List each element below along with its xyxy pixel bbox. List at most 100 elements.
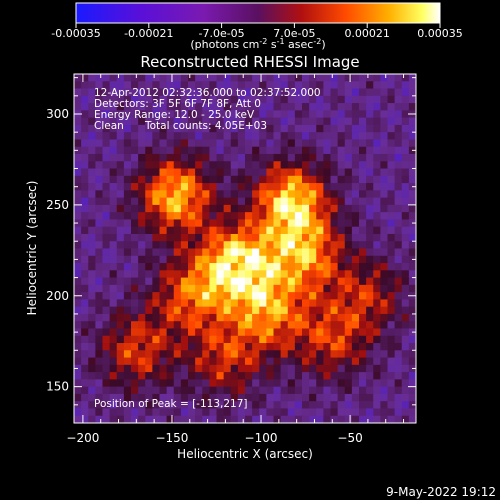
heatmap-cell — [145, 328, 153, 337]
heatmap-cell — [81, 175, 89, 184]
heatmap-cell — [259, 408, 267, 417]
heatmap-cell — [366, 415, 374, 423]
heatmap-cell — [209, 81, 218, 90]
heatmap-cell — [209, 219, 218, 228]
heatmap-cell — [294, 175, 303, 184]
heatmap-cell — [138, 401, 146, 410]
heatmap-cell — [330, 270, 339, 279]
heatmap-cell — [316, 270, 324, 279]
heatmap-cell — [394, 117, 403, 126]
heatmap-cell — [116, 95, 125, 104]
heatmap-cell — [387, 132, 396, 141]
heatmap-cell — [159, 364, 168, 373]
heatmap-cell — [152, 103, 161, 111]
heatmap-cell — [280, 393, 289, 402]
heatmap-cell — [408, 197, 416, 206]
heatmap-cell — [81, 168, 89, 177]
heatmap-cell — [359, 153, 367, 162]
heatmap-cell — [380, 197, 389, 206]
heatmap-cell — [309, 335, 317, 344]
heatmap-cell — [138, 386, 146, 395]
heatmap-cell — [394, 95, 403, 104]
heatmap-cell — [88, 117, 96, 126]
heatmap-cell — [88, 313, 96, 322]
heatmap-cell — [309, 292, 317, 300]
heatmap-cell — [344, 379, 353, 388]
heatmap-cell — [237, 241, 246, 250]
heatmap-cell — [145, 408, 153, 417]
heatmap-cell — [123, 321, 132, 330]
heatmap-cell — [401, 343, 410, 351]
heatmap-cell — [166, 212, 175, 221]
heatmap-cell — [287, 292, 296, 300]
heatmap-cell — [287, 379, 296, 388]
heatmap-cell — [408, 284, 416, 293]
heatmap-cell — [351, 233, 360, 242]
heatmap-cell — [359, 124, 367, 133]
heatmap-cell — [109, 88, 118, 97]
heatmap-cell — [102, 139, 111, 148]
heatmap-cell — [131, 175, 139, 184]
heatmap-cell — [223, 328, 232, 337]
heatmap-cell — [95, 124, 104, 133]
heatmap-cell — [81, 204, 89, 213]
heatmap-cell — [366, 306, 374, 315]
heatmap-cell — [209, 88, 218, 97]
heatmap-cell — [373, 263, 381, 271]
heatmap-cell — [188, 219, 196, 228]
heatmap-cell — [195, 110, 203, 119]
heatmap-cell — [109, 168, 118, 177]
heatmap-cell — [366, 183, 374, 191]
heatmap-cell — [394, 197, 403, 206]
heatmap-cell — [351, 292, 360, 300]
heatmap-cell — [180, 212, 189, 221]
heatmap-cell — [209, 364, 218, 373]
heatmap-cell — [188, 393, 196, 402]
heatmap-cell — [273, 153, 282, 162]
heatmap-cell — [138, 364, 146, 373]
heatmap-cell — [223, 386, 232, 395]
heatmap-cell — [102, 277, 111, 286]
heatmap-cell — [81, 306, 89, 315]
heatmap-cell — [145, 284, 153, 293]
heatmap-cell — [323, 306, 332, 315]
heatmap-cell — [166, 284, 175, 293]
heatmap-cell — [359, 168, 367, 177]
heatmap-cell — [74, 270, 82, 279]
heatmap-cell — [359, 364, 367, 373]
heatmap-cell — [81, 139, 89, 148]
heatmap-cell — [166, 364, 175, 373]
heatmap-cell — [309, 248, 317, 257]
heatmap-cell — [330, 284, 339, 293]
heatmap-cell — [252, 103, 260, 111]
heatmap-cell — [323, 103, 332, 111]
heatmap-cell — [373, 343, 381, 351]
heatmap-cell — [74, 175, 82, 184]
heatmap-cell — [273, 372, 282, 380]
heatmap-cell — [408, 226, 416, 235]
heatmap-cell — [408, 313, 416, 322]
heatmap-cell — [380, 117, 389, 126]
heatmap-cell — [287, 248, 296, 257]
heatmap-cell — [316, 103, 324, 111]
heatmap-cell — [145, 117, 153, 126]
heatmap-cell — [123, 393, 132, 402]
heatmap-cell — [223, 292, 232, 300]
heatmap-cell — [252, 248, 260, 257]
heatmap-cell — [230, 183, 239, 191]
heatmap-cell — [273, 350, 282, 359]
heatmap-cell — [216, 132, 225, 141]
heatmap-cell — [273, 408, 282, 417]
heatmap-cell — [180, 241, 189, 250]
heatmap-cell — [145, 88, 153, 97]
heatmap-cell — [337, 226, 346, 235]
heatmap-cell — [316, 212, 324, 221]
heatmap-cell — [109, 321, 118, 330]
heatmap-cell — [180, 393, 189, 402]
heatmap-cell — [266, 226, 275, 235]
heatmap-cell — [387, 212, 396, 221]
heatmap-cell — [116, 88, 125, 97]
heatmap-cell — [266, 175, 275, 184]
heatmap-cell — [259, 350, 267, 359]
heatmap-cell — [145, 95, 153, 104]
